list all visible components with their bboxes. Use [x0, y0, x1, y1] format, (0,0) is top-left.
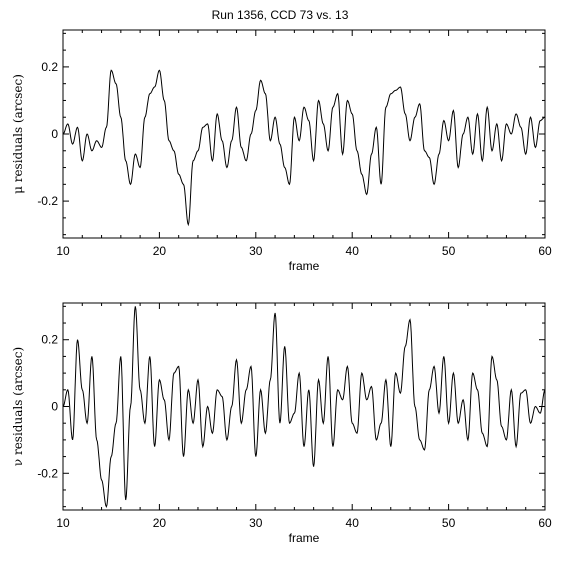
mu-y-axis-title: μ residuals (arcsec)	[11, 74, 25, 194]
figure-title: Run 1356, CCD 73 vs. 13	[212, 8, 349, 22]
nu-y-tick-label: -0.2	[37, 466, 58, 480]
mu-y-tick-label: -0.2	[37, 194, 58, 208]
nu-residuals-panel: 10 20 30 40 50 60 -0.2 0 0.2 frame ν residuals (…	[11, 302, 552, 545]
nu-x-axis-title: frame	[289, 531, 320, 545]
nu-axis-ticks: 10 20 30 40 50 60 -0.2 0 0.2	[37, 303, 552, 530]
mu-plot-frame	[62, 29, 546, 239]
mu-residuals-panel: 10 20 30 40 50 60 -0.2 0 0.2 frame μ residuals (…	[11, 29, 552, 273]
mu-x-tick-label: 20	[153, 244, 167, 258]
mu-axis-ticks: 10 20 30 40 50 60 -0.2 0 0.2	[37, 30, 552, 258]
mu-x-tick-label: 50	[442, 244, 456, 258]
nu-data	[63, 306, 545, 508]
mu-y-tick-label: 0	[51, 127, 58, 141]
nu-x-tick-label: 50	[442, 516, 456, 530]
nu-x-tick-label: 60	[538, 516, 552, 530]
nu-x-tick-label: 20	[153, 516, 167, 530]
mu-model-line	[63, 69, 545, 227]
mu-x-tick-label: 10	[56, 244, 70, 258]
nu-x-tick-label: 30	[249, 516, 263, 530]
mu-x-tick-label: 60	[538, 244, 552, 258]
mu-x-tick-label: 40	[346, 244, 360, 258]
mu-x-tick-label: 30	[249, 244, 263, 258]
nu-y-axis-title: ν residuals (arcsec)	[11, 347, 25, 466]
mu-y-tick-label: 0.2	[41, 60, 58, 74]
mu-data	[63, 69, 545, 227]
nu-x-tick-label: 10	[56, 516, 70, 530]
nu-model-line	[63, 306, 545, 508]
nu-x-tick-label: 40	[346, 516, 360, 530]
nu-y-tick-label: 0.2	[41, 333, 58, 347]
nu-plot-frame	[62, 302, 546, 511]
nu-y-tick-label: 0	[51, 400, 58, 414]
mu-x-axis-title: frame	[289, 259, 320, 273]
